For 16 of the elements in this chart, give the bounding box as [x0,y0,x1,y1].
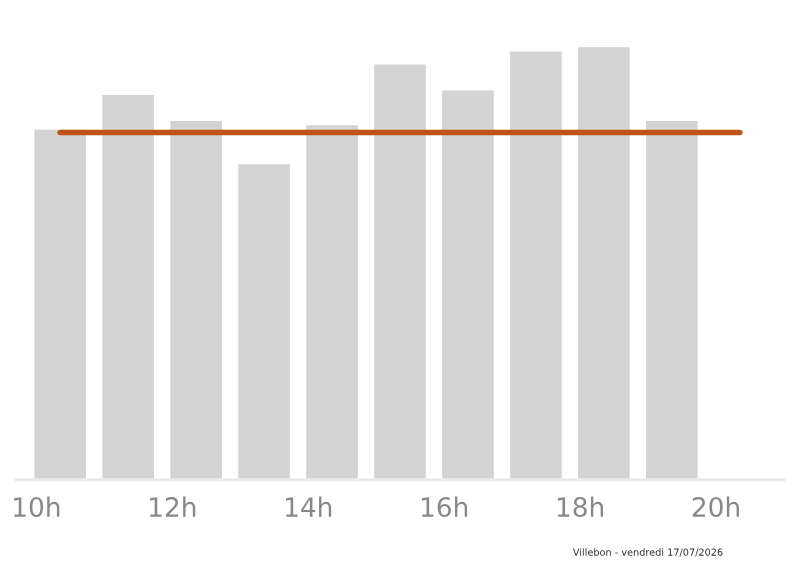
bar [31,126,89,480]
bar [303,122,361,480]
x-tick-label: 18h [557,496,604,517]
x-tick-label: 10h [14,496,60,517]
bar [99,92,157,480]
x-tick-label: 14h [285,496,332,517]
bar [643,118,701,480]
x-tick-label: 12h [150,496,196,517]
bar [235,161,293,480]
bar [439,87,497,480]
bar [507,48,565,480]
bar [371,61,429,480]
x-tick-label: 16h [421,496,468,517]
bar [575,45,633,480]
x-tick-label: 20h [692,496,739,517]
bar [167,118,225,480]
